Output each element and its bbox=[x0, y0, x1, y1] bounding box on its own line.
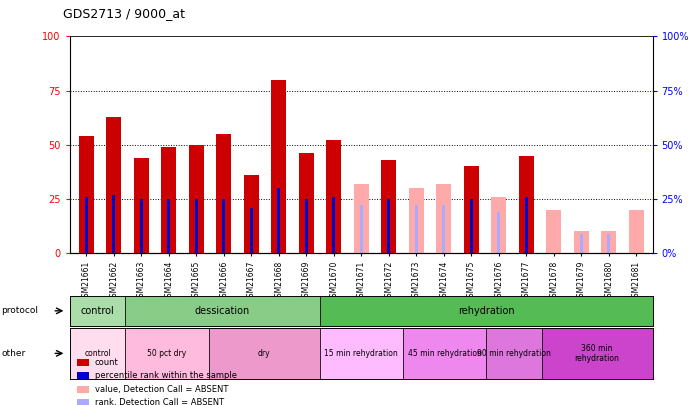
Bar bbox=[408, 188, 424, 253]
Bar bbox=[579, 234, 583, 253]
Bar bbox=[546, 210, 561, 253]
Bar bbox=[387, 199, 390, 253]
Bar bbox=[195, 199, 198, 253]
Bar bbox=[415, 205, 418, 253]
Bar bbox=[106, 117, 121, 253]
Bar bbox=[84, 197, 88, 253]
Bar bbox=[112, 195, 115, 253]
Text: 45 min rehydration: 45 min rehydration bbox=[408, 349, 482, 358]
Text: 15 min rehydration: 15 min rehydration bbox=[325, 349, 398, 358]
Bar bbox=[222, 199, 225, 253]
Bar bbox=[629, 210, 644, 253]
Bar bbox=[332, 197, 335, 253]
Text: GDS2713 / 9000_at: GDS2713 / 9000_at bbox=[63, 7, 185, 20]
Bar bbox=[216, 134, 231, 253]
Text: dry: dry bbox=[258, 349, 270, 358]
Bar bbox=[244, 175, 259, 253]
Bar bbox=[463, 166, 479, 253]
Bar bbox=[299, 153, 314, 253]
Bar bbox=[436, 184, 451, 253]
Text: other: other bbox=[1, 349, 26, 358]
Text: 50 pct dry: 50 pct dry bbox=[147, 349, 186, 358]
Bar bbox=[167, 199, 170, 253]
Bar bbox=[574, 232, 588, 253]
Bar bbox=[134, 158, 149, 253]
Text: rank, Detection Call = ABSENT: rank, Detection Call = ABSENT bbox=[95, 398, 224, 405]
Text: percentile rank within the sample: percentile rank within the sample bbox=[95, 371, 237, 380]
Bar bbox=[188, 145, 204, 253]
Bar bbox=[161, 147, 177, 253]
Text: count: count bbox=[95, 358, 119, 367]
Text: control: control bbox=[84, 349, 111, 358]
Text: dessication: dessication bbox=[195, 306, 250, 316]
Bar bbox=[326, 141, 341, 253]
Bar bbox=[497, 212, 500, 253]
Bar bbox=[607, 234, 610, 253]
Bar bbox=[470, 199, 473, 253]
Bar bbox=[277, 188, 281, 253]
Text: 360 min
rehydration: 360 min rehydration bbox=[574, 344, 620, 363]
Bar bbox=[491, 197, 506, 253]
Bar bbox=[519, 156, 534, 253]
Text: protocol: protocol bbox=[1, 306, 38, 315]
Bar bbox=[601, 232, 616, 253]
Bar bbox=[524, 197, 528, 253]
Bar bbox=[359, 205, 363, 253]
Bar bbox=[272, 80, 286, 253]
Text: value, Detection Call = ABSENT: value, Detection Call = ABSENT bbox=[95, 385, 228, 394]
Bar bbox=[140, 199, 143, 253]
Bar bbox=[250, 208, 253, 253]
Bar bbox=[79, 136, 94, 253]
Bar bbox=[354, 184, 369, 253]
Text: 90 min rehydration: 90 min rehydration bbox=[477, 349, 551, 358]
Text: rehydration: rehydration bbox=[458, 306, 514, 316]
Bar bbox=[381, 160, 396, 253]
Text: control: control bbox=[81, 306, 114, 316]
Bar bbox=[442, 205, 445, 253]
Bar bbox=[304, 199, 308, 253]
